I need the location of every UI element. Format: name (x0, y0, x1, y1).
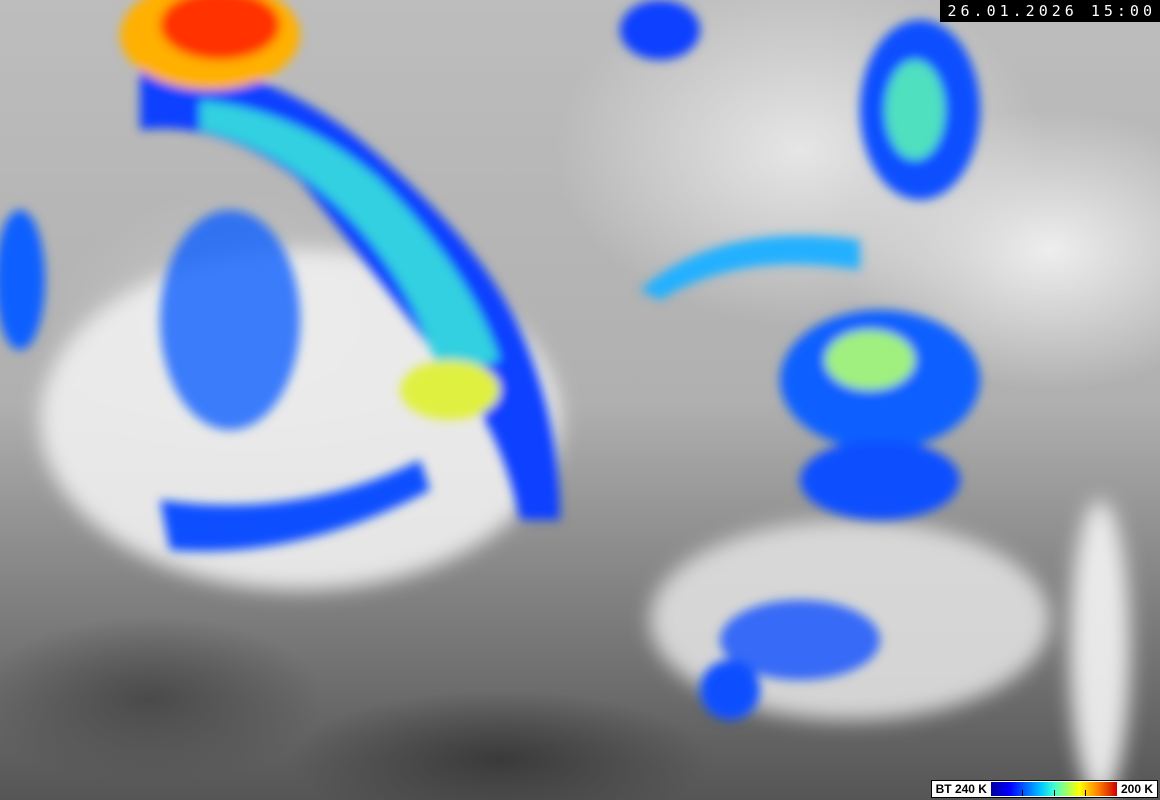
color-legend: BT 240 K 200 K (930, 780, 1158, 798)
legend-min-label: BT 240 K (935, 782, 987, 796)
legend-max-label: 200 K (1120, 782, 1153, 796)
legend-colorbar (990, 782, 1117, 796)
timestamp: 26.01.2026 15:00 (939, 0, 1160, 22)
